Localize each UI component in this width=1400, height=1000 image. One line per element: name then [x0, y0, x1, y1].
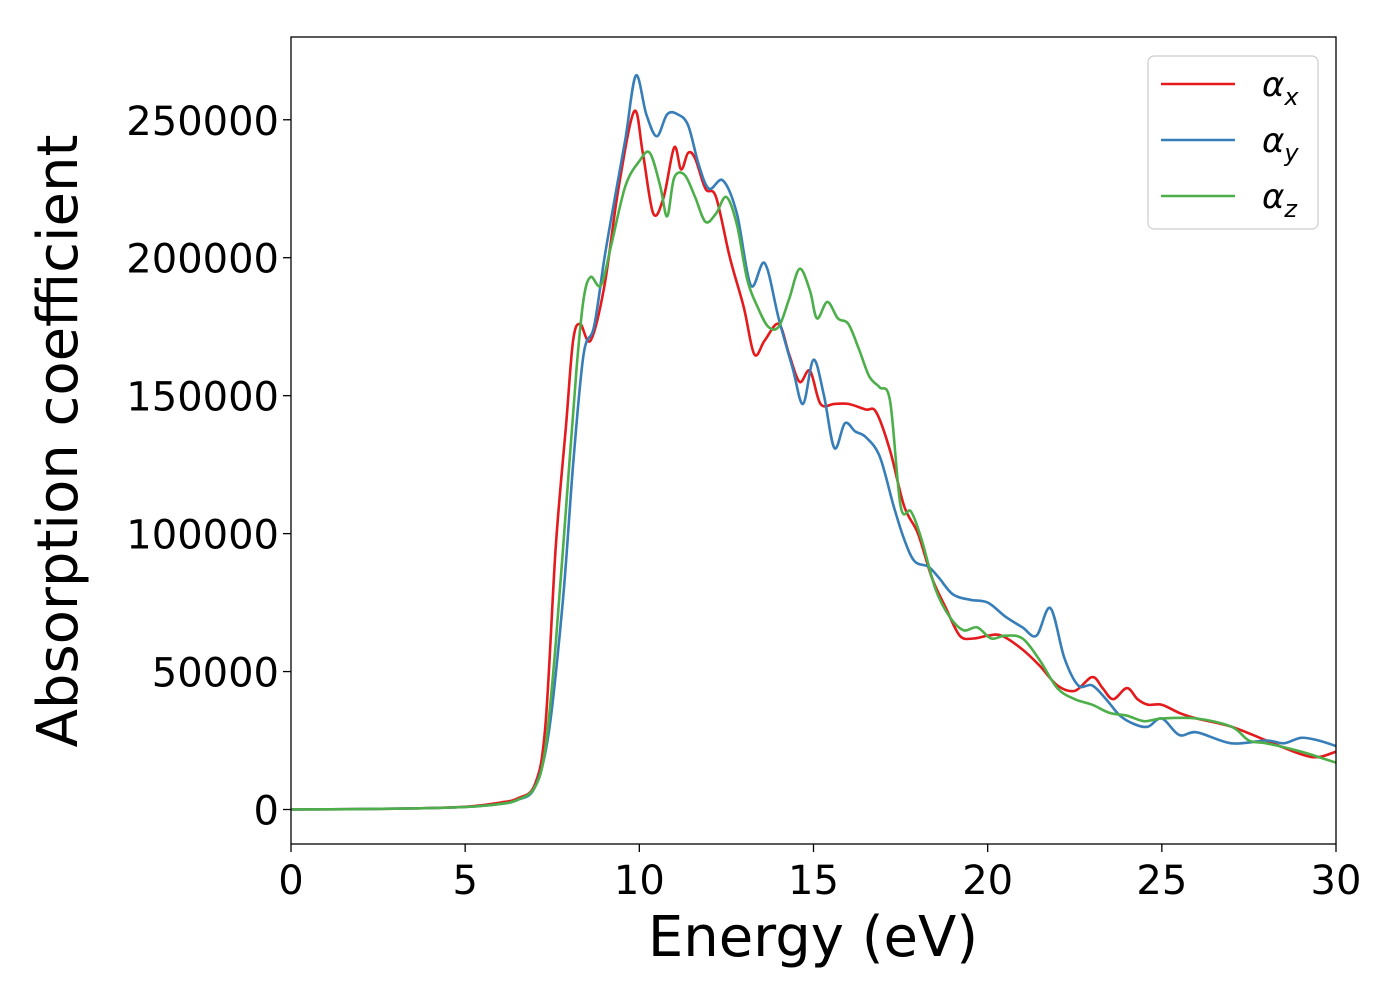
y-axis-label: Absorption coefficient [26, 135, 91, 748]
y-tick-label: 150000 [126, 375, 279, 421]
legend-label-z: αz [1262, 177, 1298, 223]
x-tick-label: 20 [962, 858, 1013, 904]
y-tick-label: 250000 [126, 99, 279, 145]
x-tick-label: 15 [788, 858, 839, 904]
y-tick-label: 200000 [126, 237, 279, 283]
series-line-y [291, 74, 1336, 811]
series-line-x [291, 109, 1336, 811]
legend-label-y: αy [1262, 121, 1299, 167]
y-tick-label: 100000 [126, 513, 279, 559]
x-tick-label: 30 [1311, 858, 1362, 904]
x-tick-label: 5 [452, 858, 477, 904]
x-tick-label: 25 [1136, 858, 1187, 904]
y-tick-label: 0 [254, 789, 279, 835]
legend: αx αy αz [1147, 55, 1319, 230]
x-axis-label: Energy (eV) [648, 905, 978, 970]
y-tick-label: 50000 [152, 651, 279, 697]
x-tick-label: 10 [614, 858, 665, 904]
legend-box [1147, 55, 1319, 230]
series-line-z [291, 150, 1336, 811]
legend-label-x: αx [1262, 65, 1299, 111]
x-tick-label: 0 [278, 858, 303, 904]
